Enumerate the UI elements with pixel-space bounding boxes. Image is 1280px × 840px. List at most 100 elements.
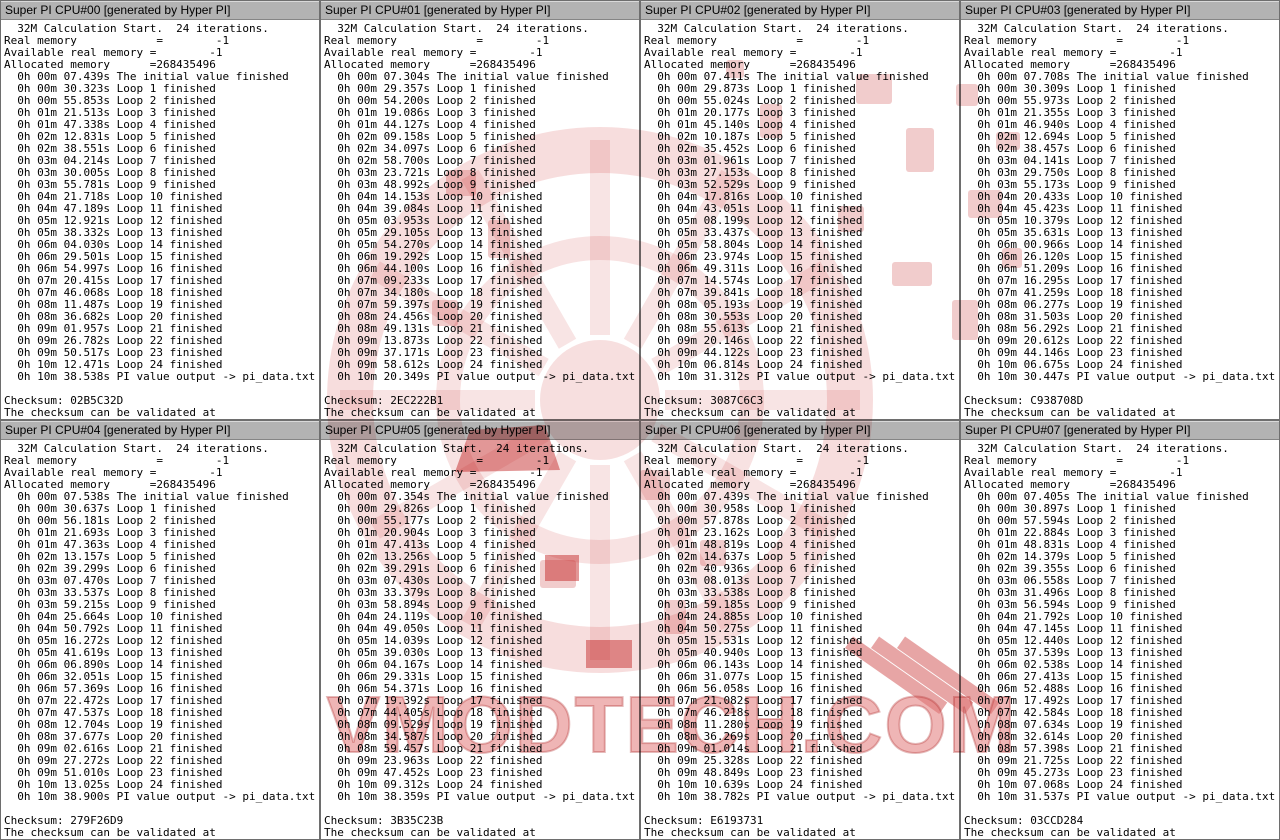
console-line: 0h 10m 09.312s Loop 24 finished: [324, 778, 543, 791]
console-line: Checksum: 279F26D9: [4, 814, 124, 827]
console-line: 32M Calculation Start. 24 iterations.: [4, 22, 269, 35]
console-line: 0h 02m 12.831s Loop 5 finished: [4, 130, 216, 143]
console-line: 0h 00m 30.309s Loop 1 finished: [964, 82, 1176, 95]
console-line: 0h 03m 55.781s Loop 9 finished: [4, 178, 216, 191]
console-line: 0h 02m 38.551s Loop 6 finished: [4, 142, 216, 155]
window-title: Super PI CPU#01 [generated by Hyper PI]: [325, 3, 551, 17]
console-line: 0h 03m 29.750s Loop 8 finished: [964, 166, 1176, 179]
console-line: 0h 00m 55.853s Loop 2 finished: [4, 94, 216, 107]
window-titlebar[interactable]: Super PI CPU#01 [generated by Hyper PI]: [321, 1, 639, 20]
console-line: Allocated memory =268435496: [324, 58, 536, 71]
window-titlebar[interactable]: Super PI CPU#05 [generated by Hyper PI]: [321, 421, 639, 440]
console-line: 0h 07m 46.068s Loop 18 finished: [4, 286, 223, 299]
console-output: 32M Calculation Start. 24 iterations. Rea…: [961, 20, 1279, 419]
console-line: 0h 03m 04.214s Loop 7 finished: [4, 154, 216, 167]
console-line: 0h 07m 20.415s Loop 17 finished: [4, 274, 223, 287]
console-output: 32M Calculation Start. 24 iterations. Rea…: [1, 440, 319, 839]
window-titlebar[interactable]: Super PI CPU#04 [generated by Hyper PI]: [1, 421, 319, 440]
console-line: 0h 08m 59.457s Loop 21 finished: [324, 742, 543, 755]
console-line: 0h 10m 38.782s PI value output -> pi_dat…: [644, 790, 956, 803]
window-titlebar[interactable]: Super PI CPU#06 [generated by Hyper PI]: [641, 421, 959, 440]
console-line: The checksum can be validated at: [324, 406, 536, 419]
console-line: The checksum can be validated at: [644, 826, 856, 839]
console-line: 0h 05m 38.332s Loop 13 finished: [4, 226, 223, 239]
console-line: 0h 02m 39.299s Loop 6 finished: [4, 562, 216, 575]
console-line: Available real memory = -1: [964, 466, 1183, 479]
console-line: 0h 10m 38.900s PI value output -> pi_dat…: [4, 790, 316, 803]
console-line: Real memory = -1: [644, 34, 870, 47]
window-titlebar[interactable]: Super PI CPU#07 [generated by Hyper PI]: [961, 421, 1279, 440]
console-line: 0h 00m 07.405s The initial value finishe…: [964, 490, 1249, 503]
console-line: 0h 09m 45.273s Loop 23 finished: [964, 766, 1183, 779]
window-titlebar[interactable]: Super PI CPU#00 [generated by Hyper PI]: [1, 1, 319, 20]
console-line: 0h 01m 47.338s Loop 4 finished: [4, 118, 216, 131]
console-line: 0h 04m 25.664s Loop 10 finished: [4, 610, 223, 623]
console-line: 0h 00m 54.200s Loop 2 finished: [324, 94, 536, 107]
console-line: 0h 09m 44.146s Loop 23 finished: [964, 346, 1183, 359]
console-line: 0h 00m 55.973s Loop 2 finished: [964, 94, 1176, 107]
console-line: 0h 06m 02.538s Loop 14 finished: [964, 658, 1183, 671]
console-line: 0h 09m 48.849s Loop 23 finished: [644, 766, 863, 779]
console-line: 0h 09m 50.517s Loop 23 finished: [4, 346, 223, 359]
console-line: 0h 10m 38.359s PI value output -> pi_dat…: [324, 790, 636, 803]
console-line: Checksum: C938708D: [964, 394, 1084, 407]
console-line: Allocated memory =268435496: [4, 58, 216, 71]
console-line: 0h 08m 07.634s Loop 19 finished: [964, 718, 1183, 731]
window-titlebar[interactable]: Super PI CPU#02 [generated by Hyper PI]: [641, 1, 959, 20]
console-line: 0h 06m 54.997s Loop 16 finished: [4, 262, 223, 275]
console-line: Checksum: 03CCD284: [964, 814, 1084, 827]
window-title: Super PI CPU#07 [generated by Hyper PI]: [965, 423, 1191, 437]
window-title: Super PI CPU#02 [generated by Hyper PI]: [645, 3, 871, 17]
console-line: 0h 09m 02.616s Loop 21 finished: [4, 742, 223, 755]
console-line: 0h 07m 17.492s Loop 17 finished: [964, 694, 1183, 707]
console-line: 0h 10m 07.068s Loop 24 finished: [964, 778, 1183, 791]
console-line: 0h 08m 37.677s Loop 20 finished: [4, 730, 223, 743]
window-titlebar[interactable]: Super PI CPU#03 [generated by Hyper PI]: [961, 1, 1279, 20]
console-line: 0h 01m 21.355s Loop 3 finished: [964, 106, 1176, 119]
console-line: 0h 01m 47.363s Loop 4 finished: [4, 538, 216, 551]
console-line: 0h 10m 20.349s PI value output -> pi_dat…: [324, 370, 636, 383]
console-line: 0h 01m 46.940s Loop 4 finished: [964, 118, 1176, 131]
console-line: 32M Calculation Start. 24 iterations.: [324, 22, 589, 35]
console-line: 0h 07m 41.259s Loop 18 finished: [964, 286, 1183, 299]
console-line: 0h 03m 59.215s Loop 9 finished: [4, 598, 216, 611]
console-line: Real memory = -1: [324, 34, 550, 47]
console-line: 0h 09m 21.725s Loop 22 finished: [964, 754, 1183, 767]
console-line: 0h 08m 57.398s Loop 21 finished: [964, 742, 1183, 755]
console-line: Available real memory = -1: [4, 46, 223, 59]
console-line: 0h 00m 30.897s Loop 1 finished: [964, 502, 1176, 515]
console-line: 0h 06m 26.120s Loop 15 finished: [964, 250, 1183, 263]
console-line: 0h 06m 06.890s Loop 14 finished: [4, 658, 223, 671]
console-line: 0h 06m 57.369s Loop 16 finished: [4, 682, 223, 695]
console-line: 0h 01m 21.513s Loop 3 finished: [4, 106, 216, 119]
console-line: 0h 01m 22.884s Loop 3 finished: [964, 526, 1176, 539]
console-output: 32M Calculation Start. 24 iterations. Rea…: [321, 20, 639, 419]
console-line: 0h 07m 16.295s Loop 17 finished: [964, 274, 1183, 287]
superpi-window: Super PI CPU#02 [generated by Hyper PI] …: [640, 0, 960, 420]
console-line: 0h 05m 12.921s Loop 12 finished: [4, 214, 223, 227]
console-line: 0h 09m 01.957s Loop 21 finished: [4, 322, 223, 335]
console-line: The checksum can be validated at: [964, 406, 1176, 419]
console-line: 0h 00m 30.637s Loop 1 finished: [4, 502, 216, 515]
console-line: Allocated memory =268435496: [964, 478, 1176, 491]
console-line: 0h 10m 10.639s Loop 24 finished: [644, 778, 863, 791]
console-line: 0h 07m 22.472s Loop 17 finished: [4, 694, 223, 707]
console-line: 0h 10m 31.312s PI value output -> pi_dat…: [644, 370, 956, 383]
console-output: 32M Calculation Start. 24 iterations. Rea…: [641, 440, 959, 839]
console-line: 0h 03m 55.173s Loop 9 finished: [964, 178, 1176, 191]
console-line: 0h 10m 38.538s PI value output -> pi_dat…: [4, 370, 316, 383]
window-title: Super PI CPU#06 [generated by Hyper PI]: [645, 423, 871, 437]
console-line: 0h 01m 48.831s Loop 4 finished: [964, 538, 1176, 551]
console-line: 0h 04m 47.145s Loop 11 finished: [964, 622, 1183, 635]
console-line: 0h 08m 09.529s Loop 19 finished: [324, 718, 543, 731]
console-line: 0h 05m 41.619s Loop 13 finished: [4, 646, 223, 659]
console-line: 0h 08m 06.277s Loop 19 finished: [964, 298, 1183, 311]
console-line: 0h 09m 20.612s Loop 22 finished: [964, 334, 1183, 347]
console-line: 0h 10m 13.025s Loop 24 finished: [4, 778, 223, 791]
console-line: 0h 06m 54.371s Loop 16 finished: [324, 682, 543, 695]
console-line: 0h 03m 31.496s Loop 8 finished: [964, 586, 1176, 599]
console-line: 0h 00m 29.357s Loop 1 finished: [324, 82, 536, 95]
console-line: 0h 10m 06.675s Loop 24 finished: [964, 358, 1183, 371]
